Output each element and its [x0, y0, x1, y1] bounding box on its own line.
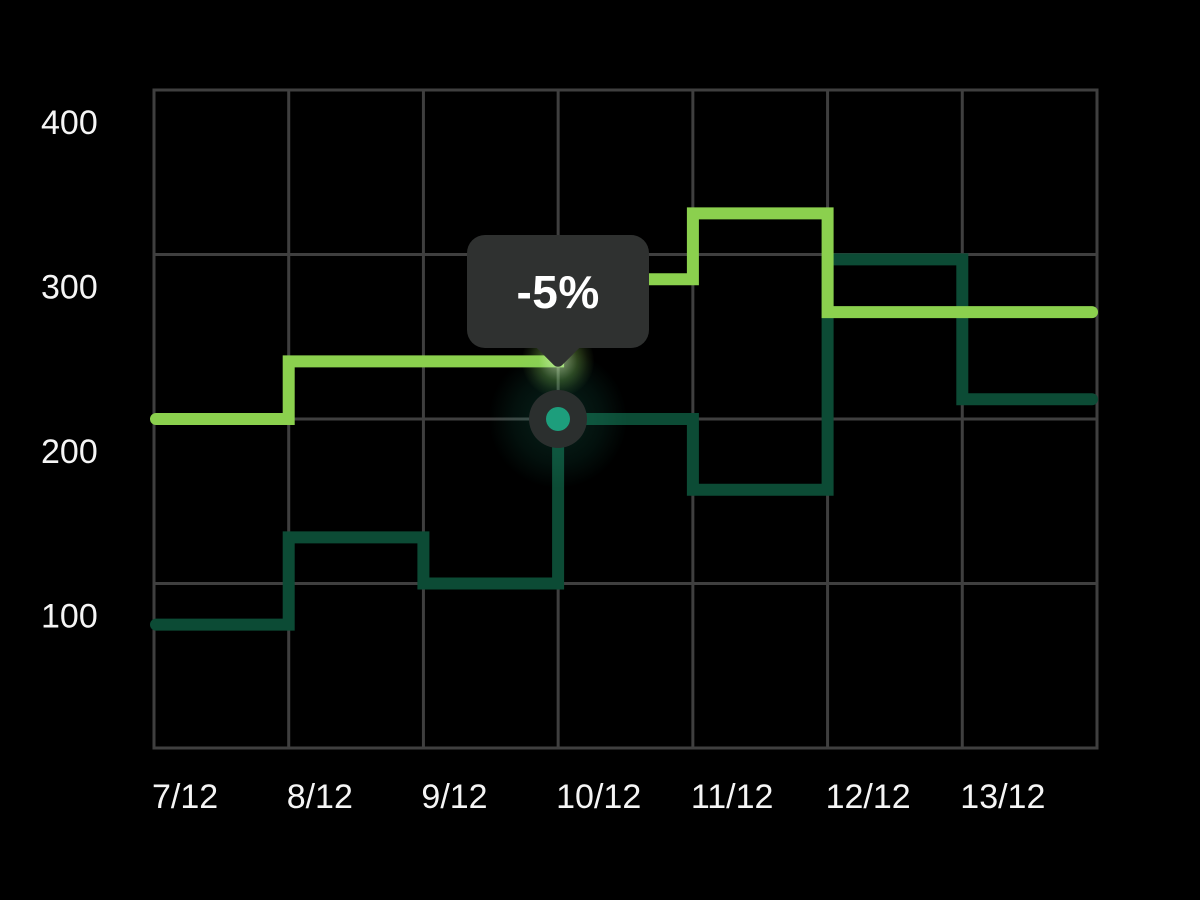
highlighted-point[interactable]: [529, 390, 588, 448]
x-tick-label: 8/12: [287, 778, 353, 816]
x-tick-label: 12/12: [826, 778, 911, 816]
x-tick-label: 11/12: [691, 778, 774, 816]
y-tick-label: 200: [41, 433, 98, 471]
x-tick-label: 13/12: [960, 778, 1045, 816]
x-tick-label: 10/12: [556, 778, 641, 816]
tooltip: -5%: [467, 235, 650, 370]
highlighted-point-core: [546, 407, 571, 431]
y-tick-label: 100: [41, 598, 98, 636]
tooltip-value: -5%: [516, 265, 600, 318]
x-tick-label: 9/12: [421, 778, 487, 816]
y-tick-label: 300: [41, 269, 98, 307]
y-tick-label: 400: [41, 104, 98, 142]
series-line-dark-green-series[interactable]: [150, 253, 1098, 631]
x-tick-label: 7/12: [152, 778, 218, 816]
